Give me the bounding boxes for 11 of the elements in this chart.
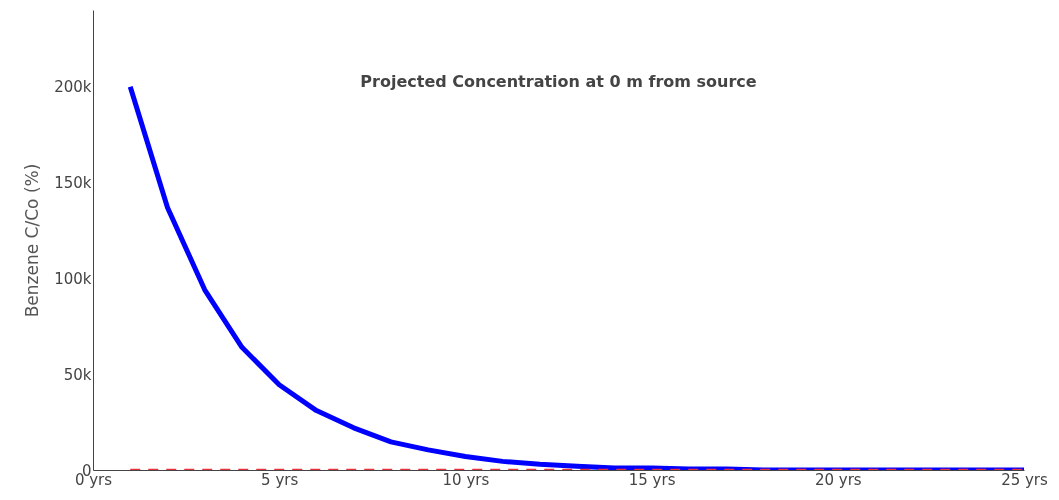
y-axis-title: Benzene C/Co (%)	[22, 163, 43, 318]
x-tick-label: 10 yrs	[442, 470, 490, 489]
y-tick-label: 50k	[63, 365, 92, 384]
y-tick-label: 150k	[54, 174, 92, 192]
x-tick-label: 25 yrs	[1001, 470, 1049, 489]
text: Projected Concentration at 0 m from source	[360, 72, 757, 91]
y-tick-label: 200k	[54, 78, 92, 97]
x-tick-label: 20 yrs	[814, 470, 862, 489]
x-tick-label: 15 yrs	[628, 470, 676, 489]
y-tick-label: 100k	[54, 269, 92, 288]
x-tick-label: 5 yrs	[261, 470, 299, 489]
